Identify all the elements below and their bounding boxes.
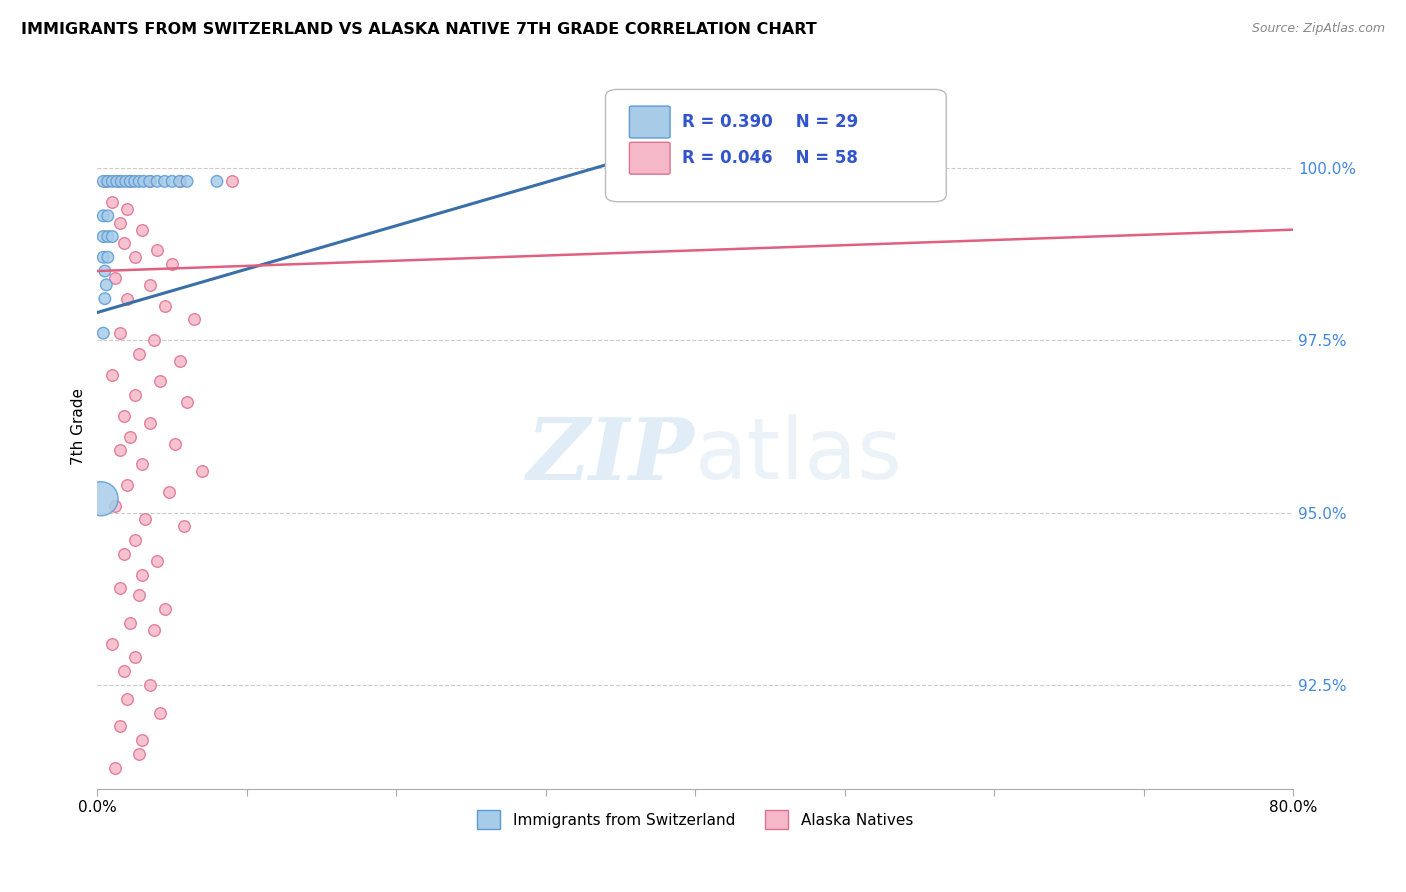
Point <box>131 733 153 747</box>
Point <box>101 174 124 188</box>
Legend: Immigrants from Switzerland, Alaska Natives: Immigrants from Switzerland, Alaska Nati… <box>471 805 920 835</box>
Point <box>110 174 132 188</box>
Point <box>138 678 160 692</box>
Point <box>105 174 128 188</box>
Point <box>108 216 131 230</box>
FancyBboxPatch shape <box>606 89 946 202</box>
Point <box>143 333 166 347</box>
Point <box>221 174 243 188</box>
Point <box>104 499 127 513</box>
Point <box>101 229 124 244</box>
Point <box>131 567 153 582</box>
Point <box>205 174 228 188</box>
Point <box>115 292 138 306</box>
Point <box>131 222 153 236</box>
FancyBboxPatch shape <box>630 106 671 138</box>
Point <box>104 271 127 285</box>
Point <box>91 209 114 223</box>
Point <box>108 443 131 458</box>
Point <box>128 174 150 188</box>
Point <box>97 209 120 223</box>
Point <box>97 229 120 244</box>
Point <box>101 637 124 651</box>
Text: R = 0.046    N = 58: R = 0.046 N = 58 <box>682 149 858 167</box>
FancyBboxPatch shape <box>630 143 671 174</box>
Point <box>112 547 135 561</box>
Y-axis label: 7th Grade: 7th Grade <box>72 388 86 465</box>
Point <box>143 623 166 637</box>
Point <box>146 554 169 568</box>
Point <box>169 353 191 368</box>
Point <box>124 533 146 548</box>
Point <box>176 174 198 188</box>
Point <box>108 582 131 596</box>
Text: ZIP: ZIP <box>527 414 695 497</box>
Point <box>114 174 136 188</box>
Point <box>146 244 169 258</box>
Point <box>96 277 118 292</box>
Point <box>96 174 118 188</box>
Point <box>94 264 117 278</box>
Text: R = 0.390    N = 29: R = 0.390 N = 29 <box>682 113 858 131</box>
Point <box>107 174 129 188</box>
Point <box>131 457 153 471</box>
Point <box>153 602 176 616</box>
Point <box>104 761 127 775</box>
Point <box>91 326 114 340</box>
Point <box>149 375 172 389</box>
Point <box>115 202 138 216</box>
Point <box>138 416 160 430</box>
Point <box>97 174 120 188</box>
Point <box>94 292 117 306</box>
Point <box>120 430 142 444</box>
Point <box>124 174 146 188</box>
Point <box>149 706 172 720</box>
Point <box>191 464 214 478</box>
Point <box>169 174 191 188</box>
Point <box>138 277 160 292</box>
Point <box>112 236 135 251</box>
Point <box>90 491 112 506</box>
Point <box>128 747 150 761</box>
Point <box>173 519 195 533</box>
Text: IMMIGRANTS FROM SWITZERLAND VS ALASKA NATIVE 7TH GRADE CORRELATION CHART: IMMIGRANTS FROM SWITZERLAND VS ALASKA NA… <box>21 22 817 37</box>
Text: atlas: atlas <box>695 414 903 497</box>
Point <box>108 719 131 733</box>
Point <box>160 174 183 188</box>
Point <box>134 512 156 526</box>
Point <box>153 299 176 313</box>
Point <box>138 174 160 188</box>
Point <box>138 174 160 188</box>
Point <box>124 250 146 264</box>
Point <box>153 174 176 188</box>
Point <box>160 257 183 271</box>
Point <box>176 395 198 409</box>
Point <box>165 436 187 450</box>
Point <box>91 229 114 244</box>
Point <box>112 409 135 423</box>
Point <box>91 174 114 188</box>
Point <box>108 326 131 340</box>
Point <box>120 174 142 188</box>
Point <box>169 174 191 188</box>
Point <box>128 347 150 361</box>
Point <box>97 250 120 264</box>
Point <box>120 615 142 630</box>
Point <box>124 388 146 402</box>
Point <box>101 195 124 210</box>
Point <box>128 588 150 602</box>
Point <box>183 312 205 326</box>
Point <box>101 368 124 382</box>
Text: Source: ZipAtlas.com: Source: ZipAtlas.com <box>1251 22 1385 36</box>
Point <box>115 478 138 492</box>
Point <box>115 691 138 706</box>
Point <box>132 174 155 188</box>
Point <box>91 250 114 264</box>
Point <box>157 484 180 499</box>
Point <box>120 174 142 188</box>
Point <box>112 665 135 679</box>
Point <box>124 650 146 665</box>
Point <box>146 174 169 188</box>
